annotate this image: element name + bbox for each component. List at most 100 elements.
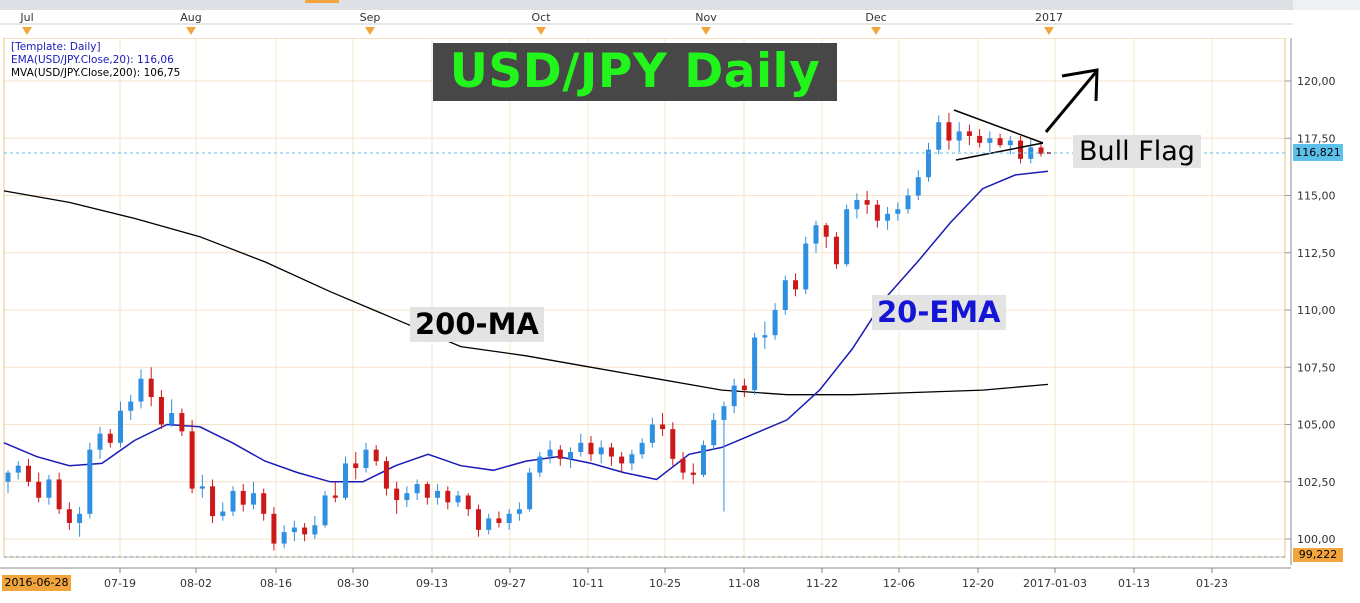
breakout-arrow-head — [1061, 68, 1099, 102]
x-tick-label: 10-25 — [649, 577, 681, 590]
candle-body — [475, 509, 481, 530]
month-marker — [1044, 27, 1054, 35]
candle-body — [578, 442, 584, 452]
x-tick-label: 08-30 — [337, 577, 369, 590]
candle-body — [966, 131, 972, 136]
candle-body — [803, 243, 809, 290]
candles — [5, 113, 1051, 551]
candle-body — [435, 490, 441, 498]
candle-body — [424, 484, 430, 498]
top-scrollbar[interactable] — [0, 0, 1360, 10]
legend-template: [Template: Daily] — [11, 41, 101, 53]
candle-body — [885, 213, 891, 221]
ma200-line — [3, 190, 1049, 396]
x-tick-label: 10-11 — [572, 577, 604, 590]
candle-body — [148, 378, 154, 398]
month-label: Oct — [531, 11, 551, 24]
candle-body — [445, 490, 451, 503]
month-marker — [365, 27, 375, 35]
low-price-tag: 99,222 — [1293, 548, 1343, 562]
candle-body — [353, 463, 359, 469]
candle-body — [1018, 140, 1024, 159]
month-label: Dec — [865, 11, 886, 24]
x-tick-label: 11-08 — [728, 577, 760, 590]
candle-body — [414, 484, 420, 494]
candle-body — [557, 449, 563, 459]
y-tick-label: 120,00 — [1297, 75, 1336, 88]
candle-body — [56, 479, 62, 510]
candle-body — [189, 431, 195, 489]
candle-body — [281, 532, 287, 544]
x-tick-label: 12-06 — [883, 577, 915, 590]
candle-body — [383, 461, 389, 489]
candle-body — [649, 424, 655, 443]
candle-body — [588, 442, 594, 455]
candle-body — [608, 447, 614, 457]
candle-body — [619, 456, 625, 464]
legend-ema: EMA(USD/JPY.Close,20): 116,06 — [11, 54, 174, 66]
candle-body — [15, 465, 21, 473]
ma200-annotation: 200-MA — [410, 307, 544, 342]
candle-body — [772, 310, 778, 336]
candle-body — [823, 225, 829, 237]
drawing-tools — [953, 68, 1099, 161]
month-label: 2017 — [1035, 11, 1063, 24]
legend-mva: MVA(USD/JPY.Close,200): 106,75 — [11, 67, 181, 79]
y-tick-label: 105,00 — [1297, 419, 1336, 432]
candle-body — [261, 493, 267, 514]
candle-body — [271, 513, 277, 544]
candle-body — [762, 335, 768, 338]
candle-body — [394, 488, 400, 501]
candle-body — [128, 401, 134, 411]
y-tick-label: 102,50 — [1297, 476, 1336, 489]
flag-bottom-line — [955, 142, 1044, 161]
ma200-path — [3, 190, 1049, 396]
month-marker — [186, 27, 196, 35]
chart-title: USD/JPY Daily — [433, 43, 837, 101]
candle-body — [680, 458, 686, 473]
candle-body — [568, 451, 574, 459]
candle-body — [997, 138, 1003, 146]
last-price-tag: 116,821 — [1293, 144, 1343, 161]
candle-body — [854, 200, 860, 210]
candle-body — [905, 195, 911, 210]
candle-body — [936, 122, 942, 150]
month-label: Jul — [19, 11, 33, 24]
candle-body — [946, 122, 952, 141]
x-tick-label: 01-23 — [1196, 577, 1228, 590]
month-label: Sep — [360, 11, 381, 24]
candle-body — [36, 481, 42, 498]
ema20-annotation: 20-EMA — [872, 295, 1006, 330]
x-tick-label: 01-13 — [1118, 577, 1150, 590]
candle-body — [455, 495, 461, 503]
bull-flag-annotation: Bull Flag — [1073, 135, 1201, 168]
candle-body — [537, 456, 543, 473]
candle-body — [721, 406, 727, 420]
candle-body — [639, 442, 645, 455]
candle-body — [844, 209, 850, 265]
candle-body — [118, 410, 124, 443]
candle-body — [343, 463, 349, 498]
candle-body — [312, 525, 318, 535]
candle-body — [741, 385, 747, 391]
candle-body — [670, 429, 676, 459]
candle-body — [731, 385, 737, 407]
candle-body — [516, 509, 522, 514]
candle-body — [486, 518, 492, 530]
month-label: Aug — [180, 11, 201, 24]
scroll-thumb[interactable] — [305, 0, 339, 3]
x-tick-label: 08-16 — [260, 577, 292, 590]
candle-body — [332, 495, 338, 498]
candle-body — [700, 445, 706, 475]
candle-body — [793, 280, 799, 290]
candle-body — [169, 413, 175, 425]
candle-body — [977, 135, 983, 143]
candle-body — [527, 472, 533, 510]
candle-body — [925, 149, 931, 178]
x-tick-label: 2017-01-03 — [1023, 577, 1087, 590]
candle-body — [915, 177, 921, 196]
y-tick-label: 117,50 — [1297, 132, 1336, 145]
x-tick-label: 09-27 — [494, 577, 526, 590]
month-marker — [22, 27, 32, 35]
candle-body — [782, 280, 788, 310]
